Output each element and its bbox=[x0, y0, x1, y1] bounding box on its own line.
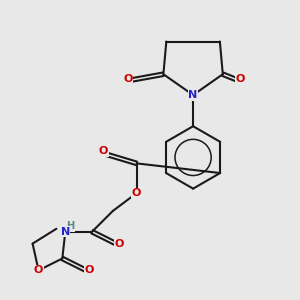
Text: N: N bbox=[61, 227, 70, 237]
Text: O: O bbox=[34, 266, 43, 275]
Text: O: O bbox=[123, 74, 132, 84]
Text: O: O bbox=[236, 74, 245, 84]
Text: O: O bbox=[99, 146, 108, 157]
Text: O: O bbox=[85, 266, 94, 275]
Text: O: O bbox=[115, 238, 124, 249]
Text: N: N bbox=[188, 90, 198, 100]
Text: H: H bbox=[67, 221, 75, 231]
Text: O: O bbox=[132, 188, 141, 198]
